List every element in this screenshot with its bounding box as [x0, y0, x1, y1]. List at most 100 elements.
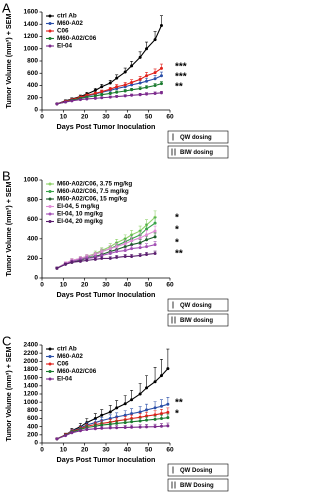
panel-label: C — [2, 333, 11, 348]
x-tick-label: 30 — [102, 447, 110, 454]
panel-label: A — [2, 0, 11, 15]
x-tick-label: 50 — [145, 114, 153, 121]
data-point — [166, 402, 170, 406]
x-tick-label: 0 — [40, 447, 44, 454]
legend-label: EI-04 — [57, 43, 73, 50]
legend-label: EI-04, 10 mg/kg — [57, 211, 103, 218]
data-point — [153, 91, 157, 95]
x-tick-label: 60 — [166, 282, 174, 289]
y-tick-label: 400 — [27, 423, 38, 430]
data-point — [100, 85, 104, 89]
data-point — [145, 227, 149, 231]
significance-label: * — [175, 213, 179, 224]
y-tick-label: 600 — [27, 216, 38, 223]
y-tick-label: 200 — [27, 255, 38, 262]
y-tick-label: 1600 — [24, 9, 39, 16]
data-point — [138, 81, 142, 85]
data-point — [115, 255, 119, 259]
data-point — [145, 238, 149, 242]
data-point — [130, 80, 134, 84]
error-bar — [138, 383, 142, 394]
y-tick-label: 2400 — [24, 342, 39, 349]
data-point — [138, 77, 142, 81]
data-point — [115, 76, 119, 80]
legend-label: M60-A02/C06, 7.5 mg/kg — [57, 188, 129, 195]
x-tick-label: 20 — [81, 282, 89, 289]
data-point — [159, 66, 163, 70]
data-point — [159, 412, 163, 416]
legend-label: C06 — [57, 28, 69, 35]
data-point — [145, 418, 149, 422]
data-point — [145, 408, 149, 412]
data-point — [130, 398, 134, 402]
x-tick-label: 60 — [166, 447, 174, 454]
error-bar — [159, 15, 163, 26]
data-point — [108, 87, 112, 91]
data-point — [70, 431, 74, 435]
x-tick-label: 10 — [60, 282, 68, 289]
x-tick-label: 20 — [81, 447, 89, 454]
legend-marker — [48, 377, 52, 381]
legend-marker — [48, 29, 52, 33]
data-point — [159, 91, 163, 95]
data-point — [153, 229, 157, 233]
data-point — [55, 437, 59, 441]
data-point — [108, 252, 112, 255]
legend-label: EI-04 — [57, 376, 73, 383]
legend-marker — [48, 182, 52, 186]
legend-label: ctrl Ab — [57, 346, 77, 353]
data-point — [138, 241, 142, 245]
data-point — [115, 421, 119, 425]
dosing-label: BIW dosing — [180, 150, 213, 156]
data-point — [63, 434, 67, 438]
data-point — [138, 419, 142, 423]
y-tick-label: 1200 — [24, 391, 39, 398]
data-point — [123, 89, 127, 93]
data-point — [145, 74, 149, 78]
legend-label: M60-A02 — [57, 353, 83, 360]
data-point — [93, 91, 97, 95]
data-point — [145, 79, 149, 83]
significance-label: ** — [175, 398, 183, 409]
dosing-box — [167, 478, 229, 492]
data-point — [78, 259, 82, 263]
dosing-label: QW dosing — [180, 135, 212, 141]
data-point — [100, 426, 104, 430]
y-tick-label: 2200 — [24, 350, 39, 357]
data-point — [115, 85, 119, 89]
dosing-label: BIW Dosing — [180, 483, 214, 489]
series-line — [56, 403, 169, 440]
dosing-box — [167, 145, 229, 159]
data-point — [100, 90, 104, 94]
x-tick-label: 30 — [102, 114, 110, 121]
y-tick-label: 200 — [27, 432, 38, 439]
x-axis-label: Days Post Tumor Inoculation — [57, 455, 156, 464]
y-tick-label: 800 — [27, 407, 38, 414]
x-tick-label: 40 — [124, 282, 132, 289]
data-point — [153, 425, 157, 429]
significance-label: * — [175, 409, 179, 420]
dosing-box — [167, 463, 229, 477]
legend-marker — [48, 355, 52, 358]
data-point — [108, 81, 112, 85]
legend-marker — [48, 347, 52, 351]
data-point — [85, 97, 89, 101]
data-point — [115, 95, 119, 99]
legend-marker — [48, 44, 52, 48]
y-tick-label: 1200 — [24, 33, 39, 40]
data-point — [153, 252, 157, 255]
legend-marker — [48, 197, 52, 201]
data-point — [166, 424, 170, 428]
y-tick-label: 0 — [34, 107, 38, 114]
x-tick-label: 0 — [40, 114, 44, 121]
legend-marker — [48, 205, 52, 208]
data-point — [138, 55, 142, 59]
data-point — [153, 235, 157, 239]
dosing-label: BIW dosing — [180, 318, 213, 324]
data-point — [123, 245, 127, 249]
data-point — [153, 243, 157, 247]
error-bar — [130, 390, 134, 400]
data-point — [159, 374, 163, 378]
